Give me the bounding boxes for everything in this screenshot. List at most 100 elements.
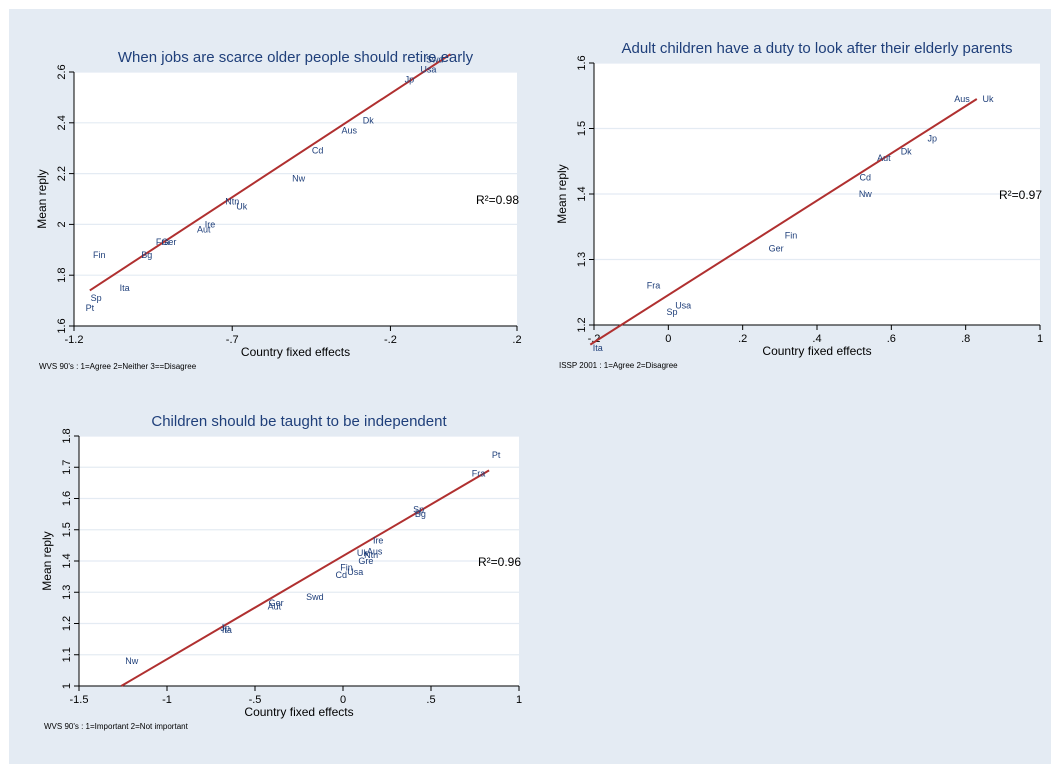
y-axis-label: Mean reply (35, 169, 49, 228)
x-tick-label: .6 (887, 333, 896, 345)
point-label: Ger (769, 243, 784, 253)
y-tick-label: 1.6 (61, 491, 73, 506)
point-label: Aus (954, 94, 970, 104)
fit-line (89, 53, 452, 292)
point-label: Bg (141, 250, 152, 260)
y-tick-label: 1.8 (56, 268, 68, 283)
point-label: Swd (426, 54, 444, 64)
source-note: WVS 90's : 1=Important 2=Not important (44, 722, 189, 731)
point-label: Ger (161, 237, 176, 247)
point-label: Aus (367, 547, 383, 557)
x-tick-label: .2 (738, 333, 747, 345)
y-tick-label: 1.5 (61, 522, 73, 537)
chart-title: When jobs are scarce older people should… (118, 49, 474, 66)
point-label: Cd (860, 173, 872, 183)
y-axis-label: Mean reply (555, 164, 569, 223)
x-tick-label: .4 (812, 333, 821, 345)
point-label: Aut (268, 601, 282, 611)
source-note: ISSP 2001 : 1=Agree 2=Disagree (559, 361, 678, 370)
x-axis-label: Country fixed effects (241, 345, 350, 359)
point-label: Usa (675, 300, 691, 310)
x-tick-label: 1 (516, 694, 522, 706)
chart-title: Adult children have a duty to look after… (621, 40, 1012, 57)
point-label: Pt (86, 303, 95, 313)
y-tick-label: 2.4 (56, 115, 68, 130)
x-tick-label: -.2 (384, 334, 397, 346)
point-label: Sp (413, 504, 424, 514)
point-label: Usa (347, 567, 363, 577)
point-label: Pt (492, 450, 501, 460)
point-label: Sp (91, 293, 102, 303)
x-axis-label: Country fixed effects (244, 705, 353, 719)
point-label: Gre (358, 556, 373, 566)
point-label: Aut (877, 153, 891, 163)
plot-area (74, 72, 517, 326)
point-label: Jp (220, 623, 230, 633)
x-tick-label: 0 (665, 333, 671, 345)
x-axis-label: Country fixed effects (762, 344, 871, 358)
point-label: Aus (342, 125, 358, 135)
y-tick-label: 2.2 (56, 166, 68, 181)
x-tick-label: 1 (1037, 333, 1043, 345)
point-label: Fra (647, 281, 661, 291)
y-tick-label: 1.2 (576, 317, 588, 332)
point-label: Fin (340, 562, 353, 572)
y-tick-label: 1.3 (576, 252, 588, 267)
x-tick-label: -.7 (226, 334, 239, 346)
point-label: Fra (472, 469, 486, 479)
point-label: Uk (236, 202, 247, 212)
r2-annotation: R²=0.96 (478, 555, 521, 569)
x-tick-label: -.2 (588, 333, 601, 345)
point-label: Sp (667, 307, 678, 317)
x-tick-label: -1 (162, 694, 172, 706)
point-label: Aut (197, 224, 211, 234)
x-tick-label: -.5 (249, 694, 262, 706)
y-tick-label: 1.2 (61, 616, 73, 631)
y-tick-label: 1.6 (576, 55, 588, 70)
r2-annotation: R²=0.97 (999, 188, 1042, 202)
r2-annotation: R²=0.98 (476, 193, 519, 207)
point-label: Nw (125, 656, 138, 666)
point-label: Fra (156, 237, 170, 247)
y-tick-label: 2 (56, 221, 68, 227)
x-tick-label: .8 (961, 333, 970, 345)
y-tick-label: 1.3 (61, 585, 73, 600)
y-tick-label: 1.4 (576, 186, 588, 201)
figure: -1.2 -.7 -.2.2 1.6 1.8 2 2.2 2.4 2.6 Swd Usa Jp Dk Au… (9, 9, 1051, 764)
x-tick-label: -1.5 (70, 694, 89, 706)
point-label: Fin (93, 250, 106, 260)
point-label: Ita (593, 343, 603, 353)
figure-canvas: -1.2 -.7 -.2.21.61.822.22.42.6SwdUsaJpDkAu… (35, 40, 1043, 731)
point-label: Ntn (364, 550, 378, 560)
y-tick-label: 1.8 (61, 428, 73, 443)
point-label: Jp (927, 133, 937, 143)
point-label: Ita (120, 283, 130, 293)
point-label: Ita (222, 625, 232, 635)
x-tick-label: -1.2 (65, 334, 84, 346)
point-label: Ntn (225, 197, 239, 207)
point-label: Bg (415, 509, 426, 519)
point-label: Nw (292, 174, 305, 184)
point-label: Ger (269, 598, 284, 608)
point-label: Ire (373, 536, 384, 546)
point-label: Ire (205, 219, 216, 229)
point-label: Cd (312, 146, 324, 156)
point-label: Dk (363, 115, 374, 125)
y-tick-label: 1.1 (61, 647, 73, 662)
point-label: Uk (357, 548, 368, 558)
y-axis-label: Mean reply (40, 531, 54, 590)
y-tick-label: 2.6 (56, 64, 68, 79)
x-tick-label: .5 (426, 694, 435, 706)
x-tick-label: .2 (512, 334, 521, 346)
source-note: WVS 90's : 1=Agree 2=Neither 3==Disagree (39, 362, 197, 371)
y-tick-label: 1.4 (61, 553, 73, 568)
point-label: Dk (901, 146, 912, 156)
point-label: Uk (982, 94, 993, 104)
point-label: Nw (859, 189, 872, 199)
fit-line (120, 469, 490, 687)
point-label: Cd (335, 570, 347, 580)
point-label: Jp (405, 75, 415, 85)
y-tick-label: 1.6 (56, 318, 68, 333)
fit-line (589, 98, 978, 346)
